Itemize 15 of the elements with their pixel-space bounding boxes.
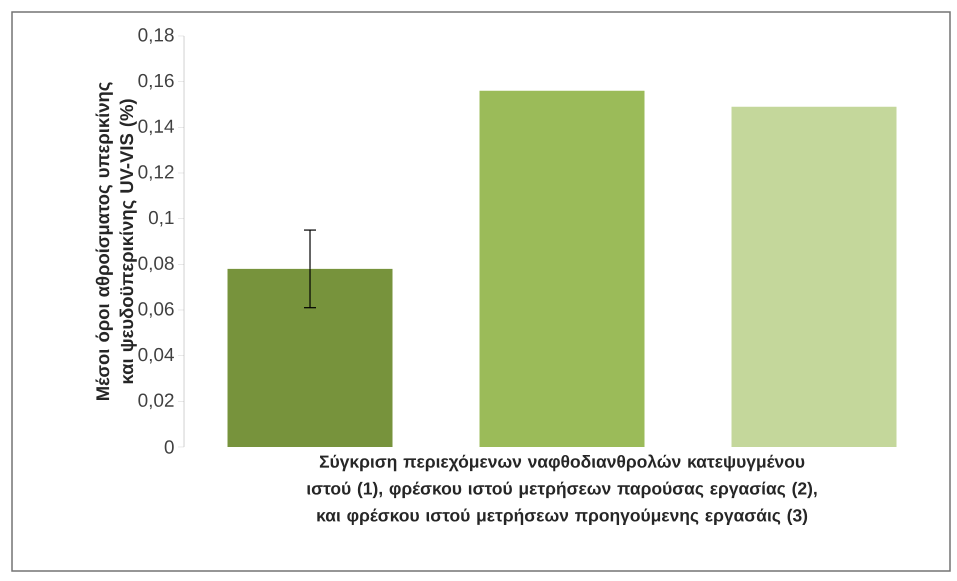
- x-axis-title: Σύγκριση περιεχόμενων ναφθοδιανθρολών κατεψυγμένου ιστού (1), φρέσκου ιστού μετρήσεων παρούσας εργασίας (2), και φρέσκου ιστού μετρήσεων προηγούμενης εργασάις (3): [307, 454, 817, 526]
- y-tick-label: 0,08: [138, 256, 174, 272]
- y-tick-label: 0,1: [148, 210, 174, 226]
- y-tick-label: 0,02: [138, 393, 174, 410]
- bar: [228, 268, 393, 447]
- y-tick-label: 0,04: [138, 348, 174, 364]
- y-tick-label: 0,18: [138, 28, 174, 44]
- y-tick-label: 0,06: [138, 302, 174, 318]
- y-tick-label: 0,12: [138, 165, 174, 181]
- y-axis-title: Μέσοι όροι αθροίσματος υπερικίνης και ψευδοϋπερικίνης UV-VIS (%): [95, 82, 137, 400]
- y-tick-label: 0,14: [138, 119, 174, 136]
- bar: [480, 90, 645, 447]
- y-tick-label: 0: [164, 440, 174, 454]
- bar: [732, 106, 897, 447]
- y-tick-label: 0,16: [138, 74, 174, 90]
